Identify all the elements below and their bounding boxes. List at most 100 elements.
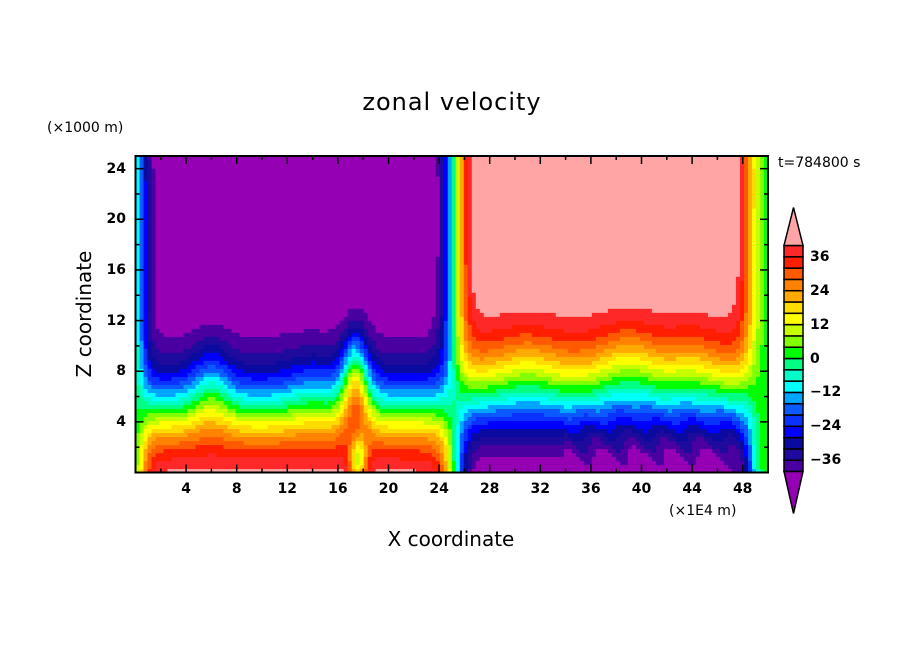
contour-cell <box>764 248 769 253</box>
contour-cell <box>747 208 753 213</box>
contour-cell <box>335 356 341 361</box>
x-tick-label: 44 <box>682 481 702 497</box>
contour-cell <box>435 348 441 353</box>
contour-cell <box>463 264 469 269</box>
contour-cell <box>751 332 757 337</box>
contour-cell <box>367 356 373 361</box>
contour-cell <box>759 180 765 185</box>
contour-cell <box>739 308 745 313</box>
contour-cell <box>687 416 697 422</box>
contour-cell <box>375 360 385 365</box>
contour-cell <box>363 400 369 405</box>
contour-cell <box>351 412 361 418</box>
contour-cell <box>439 328 445 333</box>
contour-cell <box>755 272 761 277</box>
contour-cell <box>443 224 449 229</box>
contour-cell <box>755 464 761 470</box>
contour-cell <box>759 308 765 313</box>
contour-cell <box>155 184 441 189</box>
contour-cell <box>759 216 765 221</box>
contour-cell <box>495 372 521 377</box>
contour-cell <box>747 324 753 329</box>
contour-cell <box>739 244 745 249</box>
contour-cell <box>459 240 465 245</box>
contour-cell <box>151 364 189 369</box>
contour-cell <box>347 328 365 333</box>
contour-cell <box>135 424 141 430</box>
contour-cell <box>679 412 697 418</box>
contour-cell <box>371 424 389 430</box>
contour-cell <box>151 260 157 265</box>
contour-cell <box>639 440 661 446</box>
contour-cell <box>747 252 753 257</box>
contour-cell <box>143 332 149 337</box>
contour-cell <box>747 356 753 361</box>
contour-cell <box>703 336 737 341</box>
contour-cell <box>611 444 625 450</box>
plot-frame <box>134 155 769 474</box>
contour-cell <box>551 364 597 369</box>
contour-cell <box>135 204 141 209</box>
contour-cell <box>463 292 469 297</box>
contour-cell <box>143 356 149 361</box>
contour-cell <box>183 348 201 353</box>
contour-cell <box>759 300 765 305</box>
contour-cell <box>343 404 349 409</box>
contour-cell <box>471 396 509 401</box>
contour-cell <box>351 400 361 405</box>
contour-cell <box>463 432 469 438</box>
contour-cell <box>751 156 757 161</box>
contour-cell <box>467 320 477 325</box>
contour-cell <box>195 364 209 369</box>
contour-cell <box>447 388 457 393</box>
contour-cell <box>147 452 157 458</box>
contour-cell <box>459 156 465 161</box>
contour-cell <box>731 432 741 438</box>
contour-cell <box>471 288 737 293</box>
colorbar-box <box>783 335 804 348</box>
contour-cell <box>723 436 737 442</box>
contour-cell <box>147 456 153 462</box>
contour-cell <box>739 320 745 325</box>
contour-cell <box>559 360 593 365</box>
contour-cell <box>155 264 437 269</box>
contour-cell <box>247 392 273 397</box>
contour-cell <box>735 296 741 301</box>
contour-cell <box>607 412 665 418</box>
contour-cell <box>651 332 741 337</box>
contour-cell <box>327 328 345 333</box>
contour-cell <box>439 316 445 321</box>
x-tick-label: 12 <box>277 481 298 497</box>
contour-cell <box>759 372 769 377</box>
contour-cell <box>479 436 573 442</box>
contour-cell <box>439 212 445 217</box>
contour-cell <box>743 204 749 209</box>
contour-cell <box>451 332 457 337</box>
contour-cell <box>355 444 361 450</box>
contour-cell <box>523 340 533 345</box>
contour-cell <box>459 196 465 201</box>
contour-cell <box>367 468 377 474</box>
contour-cell <box>747 268 753 273</box>
contour-cell <box>447 292 453 297</box>
contour-cell <box>747 256 753 261</box>
contour-cell <box>467 244 473 249</box>
contour-cell <box>351 404 361 409</box>
contour-cell <box>743 156 749 161</box>
contour-cell <box>443 232 449 237</box>
contour-cell <box>383 396 441 401</box>
contour-cell <box>171 424 197 430</box>
contour-cell <box>347 396 353 401</box>
contour-cell <box>471 324 477 329</box>
contour-cell <box>755 352 761 357</box>
contour-cell <box>455 320 461 325</box>
contour-cell <box>283 400 309 405</box>
contour-cell <box>743 256 749 261</box>
contour-cell <box>739 448 745 454</box>
contour-cell <box>435 164 441 169</box>
contour-cell <box>651 360 713 365</box>
contour-cell <box>339 416 345 422</box>
contour-cell <box>439 188 445 193</box>
contour-cell <box>755 312 761 317</box>
contour-cell <box>159 376 173 381</box>
